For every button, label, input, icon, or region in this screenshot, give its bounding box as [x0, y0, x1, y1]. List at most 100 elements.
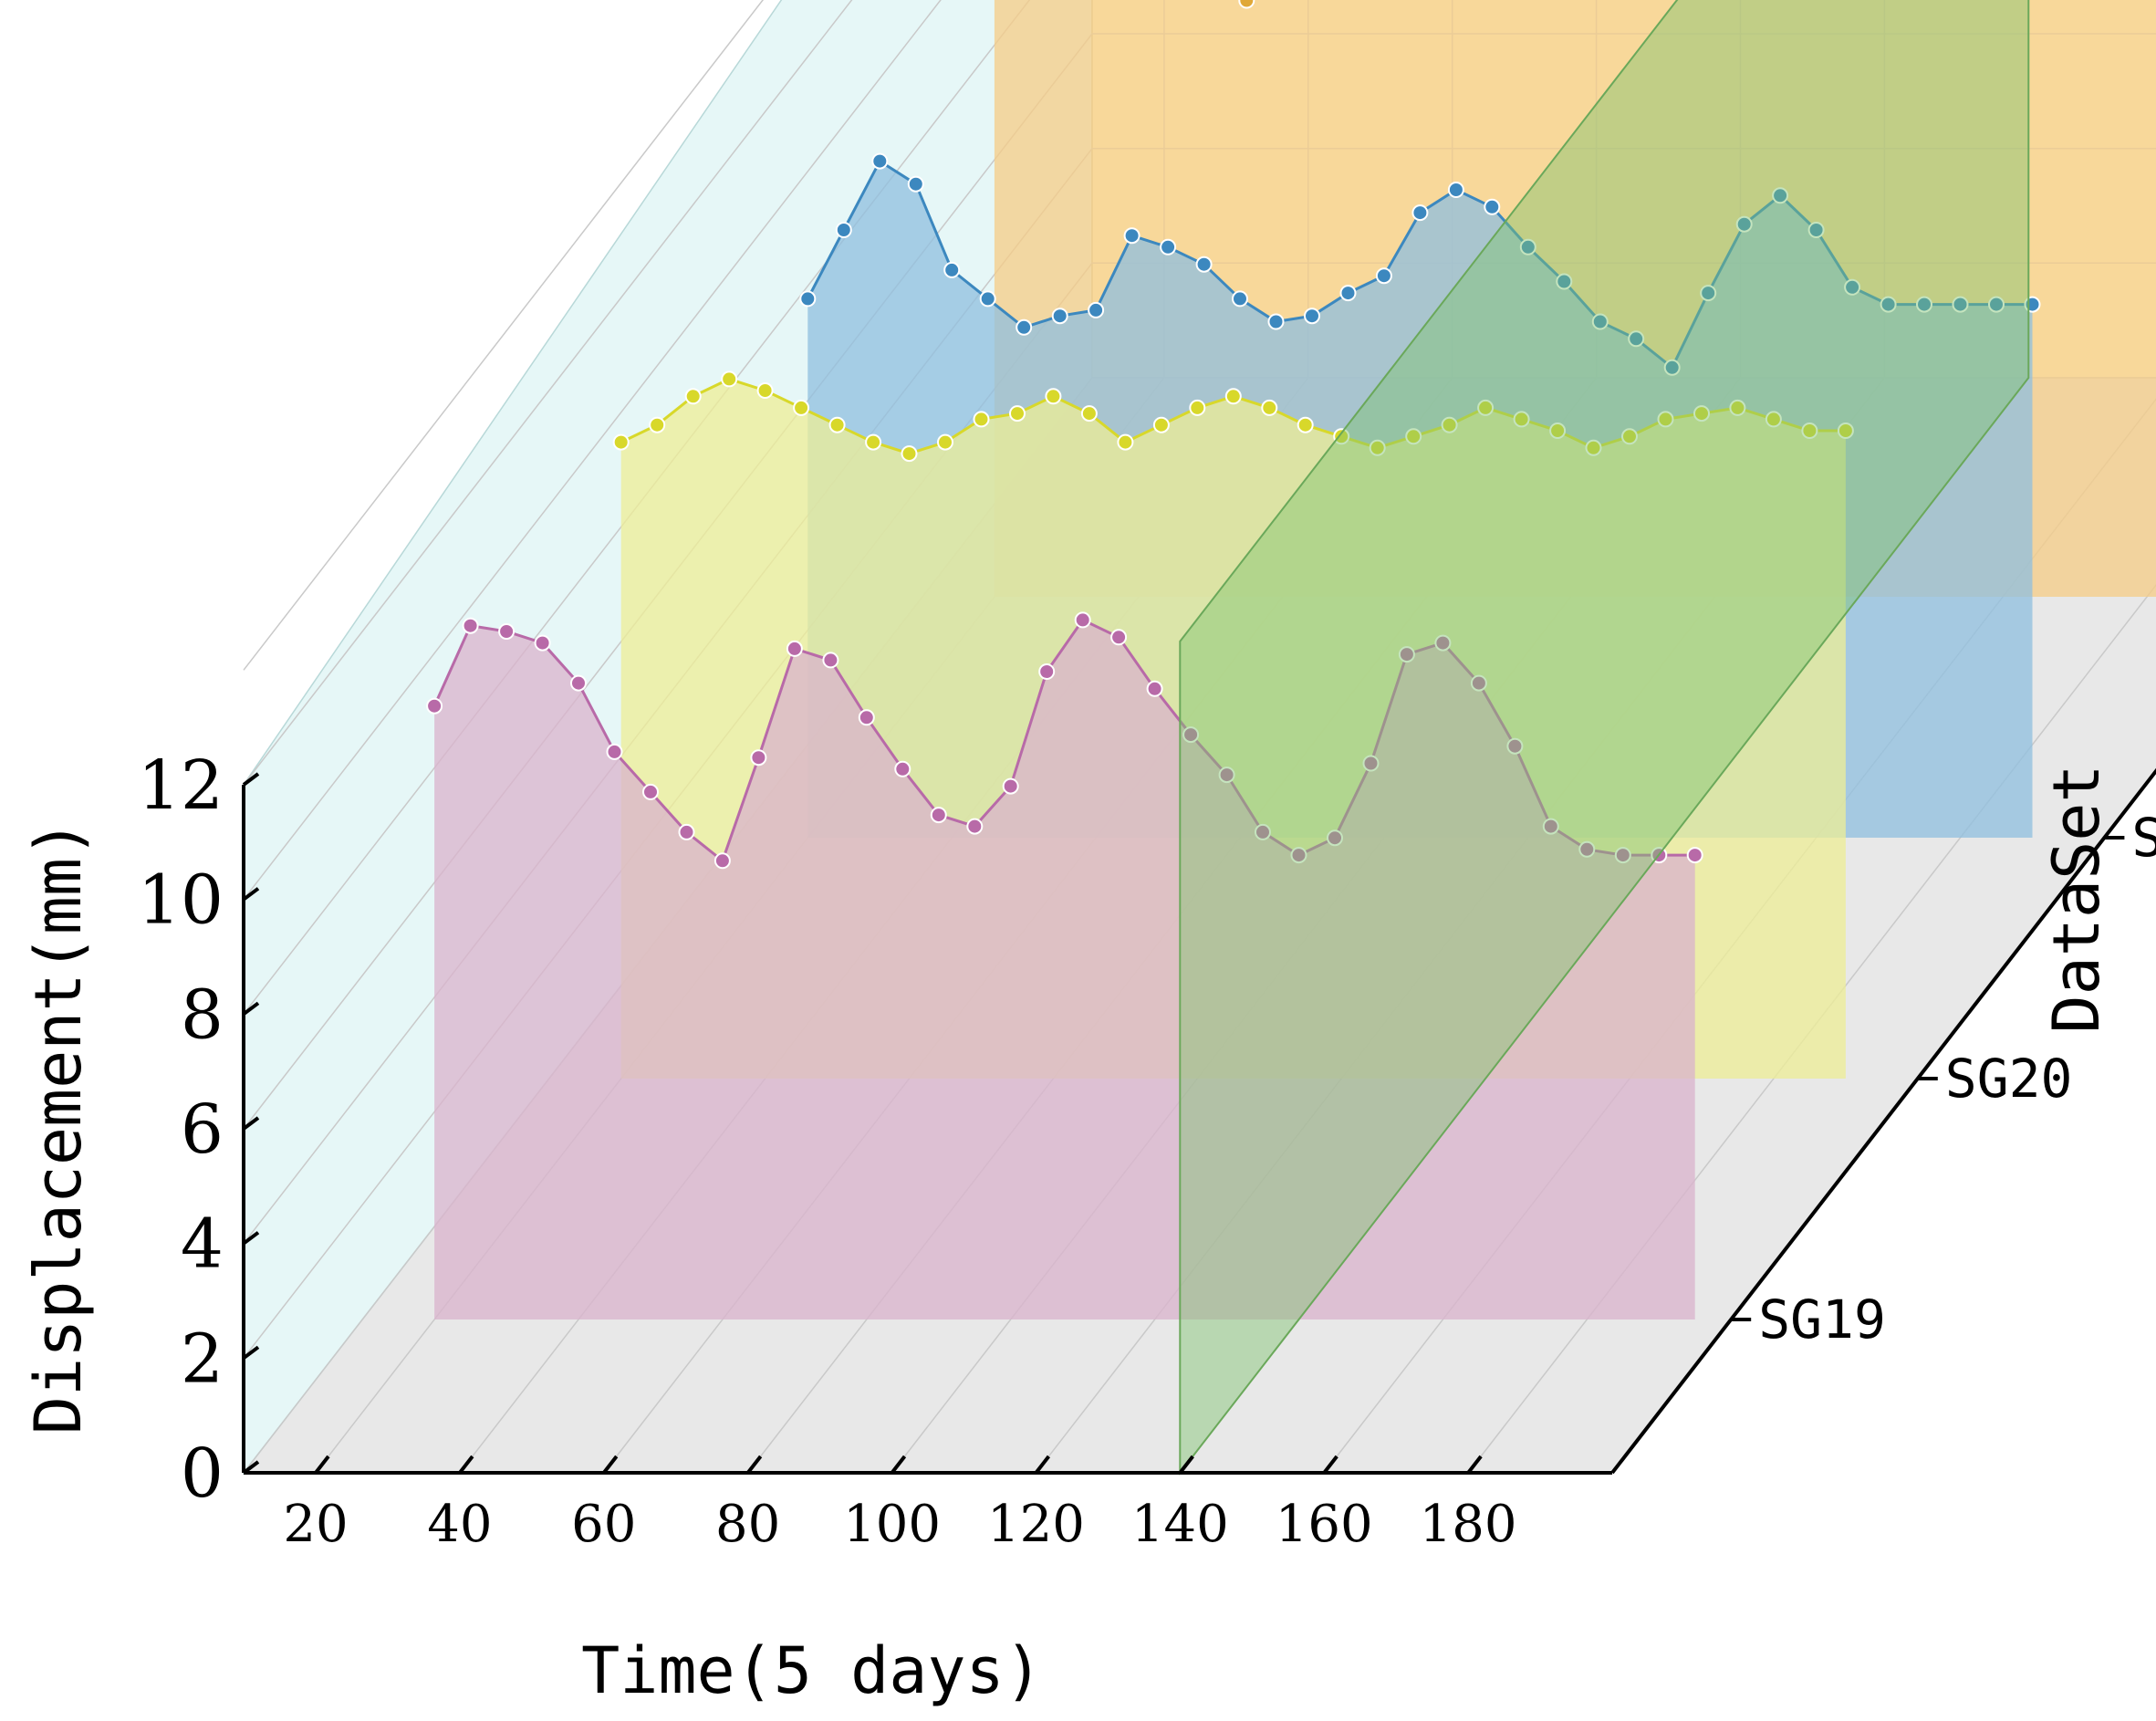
data-point-SG20 — [1585, 439, 1602, 456]
data-point-SG25 — [1880, 296, 1897, 313]
x-axis-title: Time(5 days) — [581, 1633, 1043, 1708]
data-point-SG19 — [1255, 823, 1271, 840]
y-tick — [242, 887, 260, 902]
data-point-SG19 — [642, 783, 659, 800]
data-point-SG25 — [1051, 308, 1068, 325]
data-point-SG25 — [1088, 301, 1105, 318]
x-tick-label: 80 — [715, 1495, 780, 1554]
data-point-SG25 — [943, 261, 961, 278]
data-point-SG25 — [871, 152, 889, 170]
data-point-SG25 — [907, 175, 924, 193]
data-point-SG20 — [1369, 439, 1386, 456]
data-point-SG19 — [426, 697, 443, 714]
marker-plane — [1179, 0, 2030, 1476]
data-point-SG25 — [1591, 313, 1609, 330]
x-tick-label: 120 — [987, 1495, 1085, 1554]
dataset-tick-label: SG19 — [1758, 1288, 1886, 1351]
data-point-SG25 — [1447, 182, 1464, 198]
x-tick-label: 40 — [427, 1495, 492, 1554]
x-tick-label: 20 — [283, 1495, 348, 1554]
data-point-SG25 — [1267, 313, 1285, 330]
data-point-SG25 — [1160, 238, 1177, 256]
data-point-SG19 — [894, 760, 911, 777]
x-tick — [1322, 1455, 1338, 1475]
x-gridline — [1467, 584, 2156, 1474]
data-point-SG25 — [1375, 267, 1392, 285]
data-point-SG20 — [937, 433, 953, 451]
data-point-SG19 — [462, 617, 479, 634]
x-tick — [1034, 1455, 1050, 1475]
x-tick-label: 180 — [1420, 1495, 1517, 1554]
x-tick — [890, 1455, 907, 1475]
data-point-SG20 — [1657, 411, 1674, 428]
data-point-SG19 — [1506, 737, 1524, 755]
data-point-SG20 — [1513, 411, 1530, 428]
data-point-SG20 — [1405, 428, 1422, 445]
x-tick — [1466, 1455, 1483, 1475]
data-point-SG25 — [1807, 222, 1825, 238]
y-tick-label: 0 — [181, 1434, 224, 1513]
y-axis-title: Displacement(mm) — [21, 819, 96, 1434]
x-tick — [458, 1455, 474, 1475]
data-point-SG20 — [612, 433, 630, 451]
data-point-SG19 — [1578, 840, 1596, 858]
y-tick — [242, 1231, 260, 1246]
data-point-SG19 — [750, 749, 767, 767]
data-point-SG25 — [1411, 204, 1429, 222]
data-point-SG25 — [1123, 227, 1140, 245]
data-point-SG25 — [835, 222, 852, 238]
data-point-SG19 — [1686, 847, 1703, 864]
data-point-SG19 — [1002, 777, 1019, 795]
data-point-SG20 — [793, 399, 810, 416]
data-point-SG20 — [1189, 399, 1206, 416]
chart-axes: SG26SG25SG20SG19204060801001201401601800… — [138, 746, 2156, 1554]
y-tick — [242, 772, 260, 787]
data-point-SG20 — [649, 416, 666, 433]
data-point-SG20 — [1729, 399, 1746, 416]
data-point-SG19 — [930, 807, 947, 824]
x-tick — [314, 1455, 330, 1475]
data-point-SG19 — [1110, 629, 1128, 646]
data-point-SG25 — [1195, 256, 1213, 273]
data-point-SG19 — [1470, 674, 1487, 692]
data-point-SG19 — [1434, 634, 1452, 652]
data-point-SG25 — [1916, 296, 1932, 313]
data-point-SG19 — [966, 818, 984, 835]
data-point-SG20 — [1477, 399, 1495, 416]
y-tick-label: 10 — [138, 861, 224, 940]
dataset-axis-line — [1610, 767, 2156, 1475]
y-tick-label: 2 — [181, 1319, 224, 1398]
data-point-SG20 — [1693, 405, 1710, 422]
data-point-SG20 — [865, 433, 882, 451]
y-tick-label: 8 — [181, 975, 224, 1054]
x-tick — [602, 1455, 619, 1475]
data-point-SG25 — [1663, 359, 1681, 376]
data-point-SG20 — [828, 416, 846, 433]
data-point-SG25 — [1484, 198, 1501, 215]
data-point-SG19 — [1614, 847, 1631, 864]
data-point-SG19 — [1146, 680, 1163, 697]
data-point-SG25 — [1628, 330, 1645, 348]
data-point-SG20 — [1837, 422, 1854, 439]
data-point-SG19 — [786, 640, 803, 657]
y-tick — [242, 1345, 260, 1360]
data-point-SG19 — [1038, 663, 1056, 680]
chart-series — [426, 0, 2156, 1476]
y-tick-label: 12 — [138, 746, 224, 825]
data-point-SG19 — [713, 852, 731, 870]
data-point-SG20 — [1621, 428, 1638, 445]
data-point-SG20 — [1009, 405, 1026, 422]
data-point-SG20 — [684, 388, 702, 405]
data-point-SG19 — [606, 743, 623, 760]
series-line-SG19 — [432, 618, 1695, 863]
data-point-SG20 — [1333, 428, 1350, 445]
data-point-SG20 — [756, 382, 774, 399]
data-point-SG25 — [1232, 290, 1248, 308]
data-point-SG19 — [1362, 755, 1380, 772]
y-tick — [242, 1116, 260, 1131]
dataset-tick-label: SG25 — [2131, 807, 2156, 869]
x-tick-label: 60 — [571, 1495, 636, 1554]
x-tick — [746, 1455, 763, 1475]
data-point-SG19 — [822, 652, 839, 669]
